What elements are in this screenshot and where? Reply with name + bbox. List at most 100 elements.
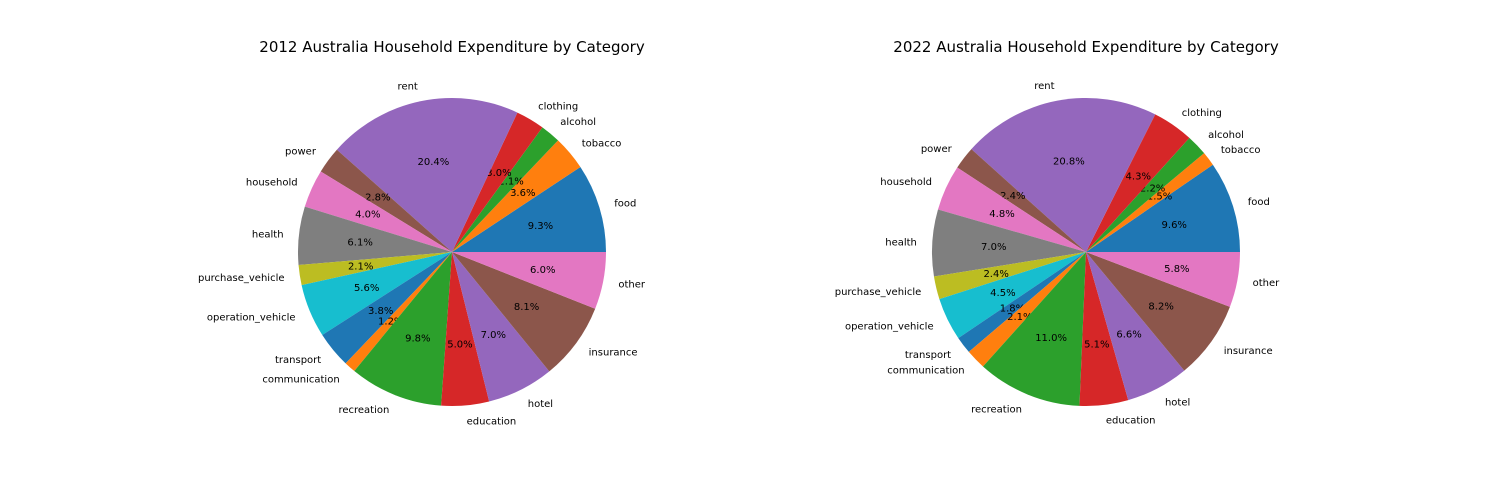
slice-percent-label-2012-other: 6.0% [530,265,555,276]
slice-percent-label-2022-household: 4.8% [989,209,1014,220]
slice-category-label-2022-health: health [885,237,917,248]
slice-percent-label-2022-clothing: 4.3% [1126,171,1151,182]
pie-slice-2022-health [932,209,1086,277]
pie-slice-2012-operation_vehicle [301,252,452,335]
pie-slice-2012-household [304,171,452,252]
slice-category-label-2022-operation_vehicle: operation_vehicle [845,321,934,332]
slice-category-label-2022-rent: rent [1034,81,1054,92]
pie-slice-2012-hotel [452,252,550,402]
slice-category-label-2022-hotel: hotel [1165,397,1190,408]
pie-slice-2012-tobacco [452,140,581,252]
slice-percent-label-2022-communication: 2.1% [1007,312,1032,323]
pie-slice-2022-power [957,149,1086,252]
slice-category-label-2012-education: education [467,416,517,427]
slice-percent-label-2022-insurance: 8.2% [1148,301,1173,312]
slice-percent-label-2022-hotel: 6.6% [1116,329,1141,340]
slice-percent-label-2012-communication: 1.2% [378,317,403,328]
slice-percent-label-2012-alcohol: 2.1% [498,176,523,187]
pie-slice-2012-alcohol [452,127,559,252]
slice-category-label-2022-alcohol: alcohol [1208,130,1244,141]
slice-percent-label-2022-alcohol: 2.2% [1140,183,1165,194]
slice-percent-label-2012-tobacco: 3.6% [510,188,535,199]
pie-slice-2022-operation_vehicle [939,252,1086,339]
slice-percent-label-2012-power: 2.8% [365,192,390,203]
slice-percent-label-2022-rent: 20.8% [1053,157,1085,168]
slice-category-label-2022-power: power [921,144,953,155]
slice-category-label-2012-communication: communication [262,374,339,385]
slice-category-label-2012-recreation: recreation [338,405,389,416]
pie-slice-2022-recreation [982,252,1086,406]
pie-slice-2022-food [1086,164,1240,252]
pie-slice-2022-alcohol [1086,137,1205,252]
pie-slice-2012-health [297,206,452,266]
pie-slice-2022-clothing [1086,114,1190,252]
slice-category-label-2022-clothing: clothing [1182,108,1222,119]
pie-slice-2022-insurance [1086,252,1230,371]
slice-category-label-2022-insurance: insurance [1224,346,1273,357]
slice-category-label-2012-alcohol: alcohol [560,117,596,128]
slice-category-label-2012-purchase_vehicle: purchase_vehicle [198,273,285,284]
slice-percent-label-2012-purchase_vehicle: 2.1% [348,261,373,272]
slice-category-label-2022-other: other [1253,278,1281,289]
slice-category-label-2022-education: education [1106,416,1156,427]
pie-2012: 9.3% food 3.6% tobacco 2.1% alcohol 3.0% clothi… [198,82,646,428]
pie-slice-2022-household [937,167,1086,252]
slice-percent-label-2012-clothing: 3.0% [486,168,511,179]
pie-2022: 9.6% food 1.5% tobacco 2.2% alcohol 4.3% clothi… [835,81,1280,427]
pie-slice-2022-hotel [1086,252,1185,401]
slice-category-label-2012-rent: rent [398,82,418,93]
slice-percent-label-2012-food: 9.3% [528,221,553,232]
slice-percent-label-2022-food: 9.6% [1162,220,1187,231]
pie-slice-2022-tobacco [1086,153,1213,252]
slice-category-label-2012-transport: transport [275,355,321,366]
slice-category-label-2022-purchase_vehicle: purchase_vehicle [835,287,922,298]
slice-category-label-2012-operation_vehicle: operation_vehicle [207,312,296,323]
slice-category-label-2022-recreation: recreation [971,404,1022,415]
slice-percent-label-2022-recreation: 11.0% [1035,333,1067,344]
pie-slice-2012-food [452,166,606,252]
pie-slice-2012-communication [345,252,452,372]
slice-category-label-2022-transport: transport [905,350,951,361]
slice-percent-label-2022-purchase_vehicle: 2.4% [983,269,1008,280]
pie-slice-2022-purchase_vehicle [933,252,1086,300]
slice-percent-label-2022-transport: 1.8% [1000,303,1025,314]
pie-slice-2012-recreation [354,252,452,406]
pie-slice-2012-education [441,252,490,406]
slice-category-label-2012-household: household [246,178,298,189]
slice-category-label-2012-clothing: clothing [538,102,578,113]
pie-slice-2012-purchase_vehicle [298,252,452,286]
slice-category-label-2012-power: power [285,147,317,158]
slice-category-label-2022-food: food [1248,197,1270,208]
slice-percent-label-2012-hotel: 7.0% [481,330,506,341]
pie-slice-2022-rent [971,97,1156,253]
chart-title-2012: 2012 Australia Household Expenditure by … [259,38,645,56]
slice-percent-label-2022-operation_vehicle: 4.5% [990,288,1015,299]
slice-percent-label-2012-transport: 3.8% [368,306,393,317]
slice-percent-label-2012-operation_vehicle: 5.6% [354,283,379,294]
slice-category-label-2022-household: household [880,177,932,188]
pie-slice-2022-transport [958,252,1086,352]
slice-category-label-2022-communication: communication [887,366,964,377]
slice-percent-label-2012-education: 5.0% [447,340,472,351]
slice-category-label-2012-other: other [618,279,646,290]
slice-percent-label-2012-household: 4.0% [355,209,380,220]
slice-category-label-2022-tobacco: tobacco [1221,145,1261,156]
slice-percent-label-2022-education: 5.1% [1084,339,1109,350]
slice-percent-label-2022-health: 7.0% [981,242,1006,253]
slice-category-label-2012-tobacco: tobacco [582,139,622,150]
pie-slice-2012-rent [336,97,518,252]
slice-percent-label-2012-recreation: 9.8% [405,333,430,344]
slice-category-label-2012-hotel: hotel [528,399,553,410]
slice-percent-label-2022-power: 2.4% [1000,191,1025,202]
chart-title-2022: 2022 Australia Household Expenditure by … [893,38,1279,56]
slice-percent-label-2022-tobacco: 1.5% [1147,192,1172,203]
slice-percent-label-2012-insurance: 8.1% [514,302,539,313]
slice-category-label-2012-health: health [252,229,284,240]
pie-slice-2022-communication [968,252,1086,367]
slice-percent-label-2012-rent: 20.4% [417,157,449,168]
pie-slice-2012-power [320,149,452,252]
pie-slice-2012-transport [322,252,452,364]
slice-percent-label-2012-health: 6.1% [347,238,372,249]
